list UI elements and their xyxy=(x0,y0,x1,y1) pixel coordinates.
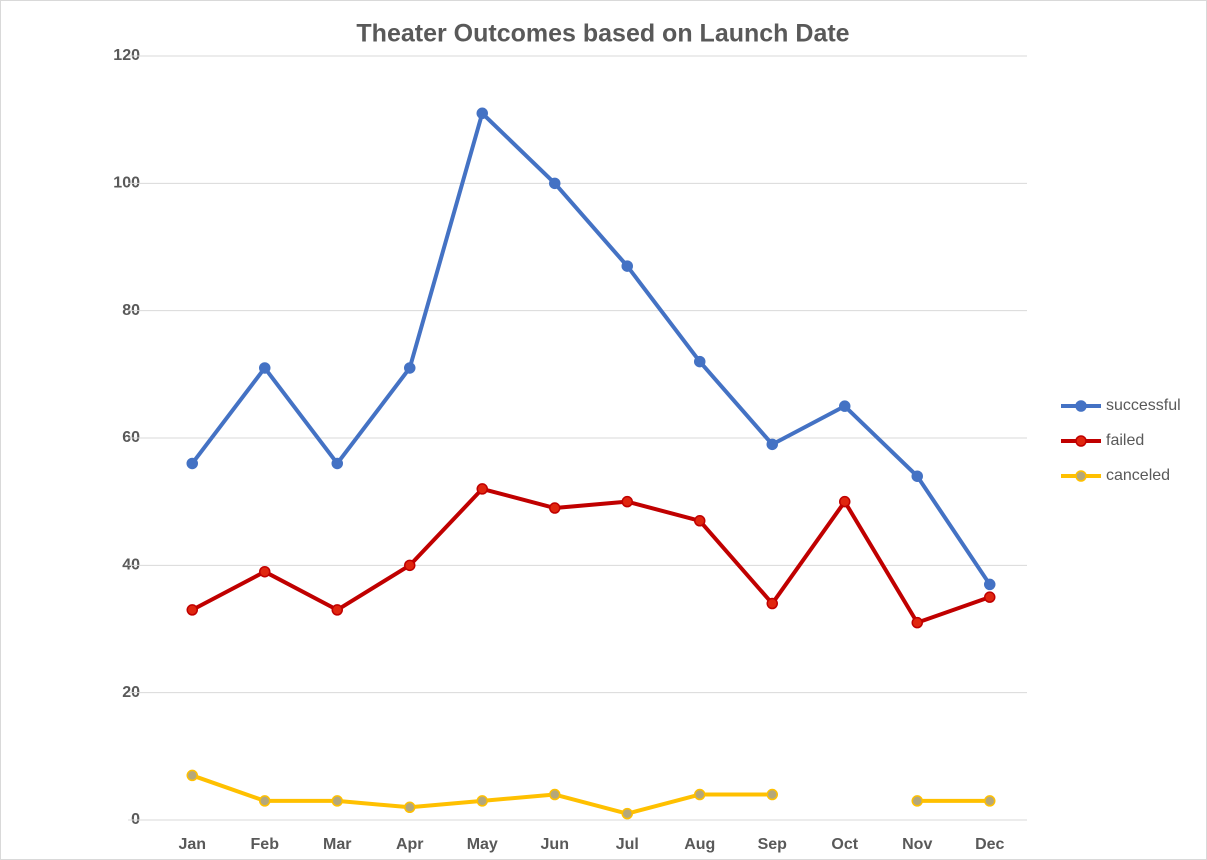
data-point xyxy=(331,604,343,616)
data-point xyxy=(476,795,488,807)
x-tick-label: Dec xyxy=(975,836,1004,853)
series-line xyxy=(190,486,992,625)
data-point xyxy=(694,515,706,527)
data-point xyxy=(621,807,633,820)
data-point xyxy=(839,495,851,508)
data-point xyxy=(404,801,416,814)
x-tick-label: Nov xyxy=(902,836,932,853)
data-point xyxy=(911,616,923,629)
x-tick-label: May xyxy=(467,836,498,853)
x-tick-label: Jan xyxy=(178,836,206,853)
data-point xyxy=(186,769,198,782)
x-tick-label: Sep xyxy=(758,836,788,853)
data-point xyxy=(984,795,996,807)
data-point xyxy=(621,495,633,508)
data-point xyxy=(259,795,271,807)
data-point xyxy=(984,578,996,591)
y-tick-label: 120 xyxy=(113,47,140,64)
data-point xyxy=(331,457,343,470)
data-point xyxy=(549,788,561,801)
chart-title: Theater Outcomes based on Launch Date xyxy=(356,20,849,48)
x-tick-label: Aug xyxy=(684,836,715,853)
x-tick-label: Apr xyxy=(396,836,424,853)
legend-marker xyxy=(1075,470,1087,482)
data-point xyxy=(476,483,488,495)
series-line xyxy=(190,111,992,587)
legend-label: successful xyxy=(1106,397,1181,414)
legend-marker xyxy=(1075,435,1087,447)
data-point xyxy=(186,604,198,616)
data-point xyxy=(331,795,343,807)
data-point xyxy=(549,502,561,514)
x-tick-label: Feb xyxy=(251,836,280,853)
legend-marker xyxy=(1075,400,1087,412)
data-point xyxy=(476,107,488,120)
legend-label: failed xyxy=(1106,432,1144,449)
x-tick-label: Jul xyxy=(616,836,639,853)
data-point xyxy=(766,597,778,610)
data-point xyxy=(694,355,706,368)
data-point xyxy=(694,788,706,801)
data-point xyxy=(404,362,416,374)
data-point xyxy=(839,400,851,412)
data-point xyxy=(404,559,416,572)
data-point xyxy=(984,591,996,603)
data-point xyxy=(911,795,923,807)
data-point xyxy=(259,565,271,578)
data-point xyxy=(549,177,561,190)
y-tick-label: 100 xyxy=(113,175,140,192)
x-tick-label: Jun xyxy=(541,836,569,853)
data-point xyxy=(621,260,633,272)
data-point xyxy=(259,362,271,374)
legend-label: canceled xyxy=(1106,467,1170,484)
x-tick-label: Oct xyxy=(831,836,858,853)
data-point xyxy=(186,457,198,470)
data-point xyxy=(766,438,778,451)
data-point xyxy=(911,470,923,482)
data-point xyxy=(766,788,778,801)
x-tick-label: Mar xyxy=(323,836,351,853)
